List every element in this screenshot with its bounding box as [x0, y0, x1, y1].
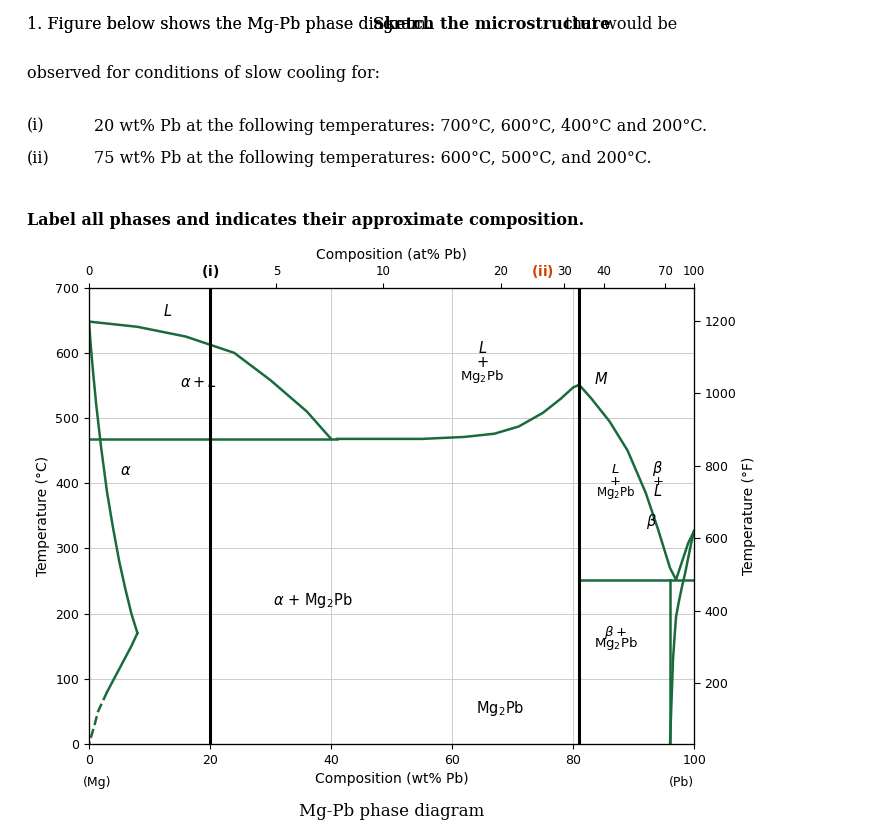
Text: $L$: $L$: [163, 302, 173, 318]
Text: 1. Figure below shows the Mg-Pb phase diagram.: 1. Figure below shows the Mg-Pb phase di…: [27, 16, 436, 34]
Text: $\mathbf{(ii)}$: $\mathbf{(ii)}$: [531, 263, 554, 279]
Text: $\beta$: $\beta$: [646, 511, 658, 530]
X-axis label: Composition (at% Pb): Composition (at% Pb): [316, 248, 467, 262]
Text: $\mathbf{(i)}$: $\mathbf{(i)}$: [201, 263, 219, 279]
Text: $L$: $L$: [611, 464, 619, 477]
Text: $\alpha + L$: $\alpha + L$: [180, 374, 216, 390]
Text: (Mg): (Mg): [83, 776, 111, 789]
Text: 75 wt% Pb at the following temperatures: 600°C, 500°C, and 200°C.: 75 wt% Pb at the following temperatures:…: [93, 150, 651, 167]
Text: that would be: that would be: [561, 16, 677, 34]
Text: $\beta$: $\beta$: [652, 459, 663, 478]
Text: 1. Figure below shows the Mg-Pb phase diagram.: 1. Figure below shows the Mg-Pb phase di…: [27, 16, 436, 34]
Text: Label all phases and indicates their approximate composition.: Label all phases and indicates their app…: [27, 212, 584, 229]
Text: (Pb): (Pb): [669, 776, 694, 789]
Y-axis label: Temperature (°F): Temperature (°F): [742, 456, 756, 575]
Text: (i): (i): [27, 118, 44, 135]
Text: observed for conditions of slow cooling for:: observed for conditions of slow cooling …: [27, 65, 380, 81]
Text: $\beta +$: $\beta +$: [604, 625, 627, 641]
Text: $\alpha$: $\alpha$: [119, 463, 131, 478]
Text: +: +: [610, 474, 621, 487]
Text: $\alpha$ + Mg$_2$Pb: $\alpha$ + Mg$_2$Pb: [273, 591, 352, 610]
Text: Mg$_2$Pb: Mg$_2$Pb: [460, 368, 505, 386]
Text: Mg$_2$Pb: Mg$_2$Pb: [594, 635, 637, 653]
Text: +: +: [476, 355, 489, 370]
Text: Mg$_2$Pb: Mg$_2$Pb: [476, 699, 525, 718]
Text: $L$: $L$: [653, 483, 662, 499]
Text: 1. Figure below shows the Mg-Pb phase diagram.  Sketch the microstructure: 1. Figure below shows the Mg-Pb phase di…: [27, 16, 716, 34]
Y-axis label: Temperature (°C): Temperature (°C): [36, 455, 50, 576]
Text: 20 wt% Pb at the following temperatures: 700°C, 600°C, 400°C and 200°C.: 20 wt% Pb at the following temperatures:…: [93, 118, 707, 135]
Text: Mg$_2$Pb: Mg$_2$Pb: [596, 484, 635, 501]
Text: (ii): (ii): [27, 150, 50, 167]
Text: Mg-Pb phase diagram: Mg-Pb phase diagram: [299, 803, 484, 820]
Text: +: +: [652, 474, 663, 487]
Text: Sketch the microstructure: Sketch the microstructure: [373, 16, 610, 34]
Text: $L$: $L$: [478, 339, 487, 356]
Text: $M$: $M$: [595, 371, 609, 386]
X-axis label: Composition (wt% Pb): Composition (wt% Pb): [315, 772, 468, 786]
